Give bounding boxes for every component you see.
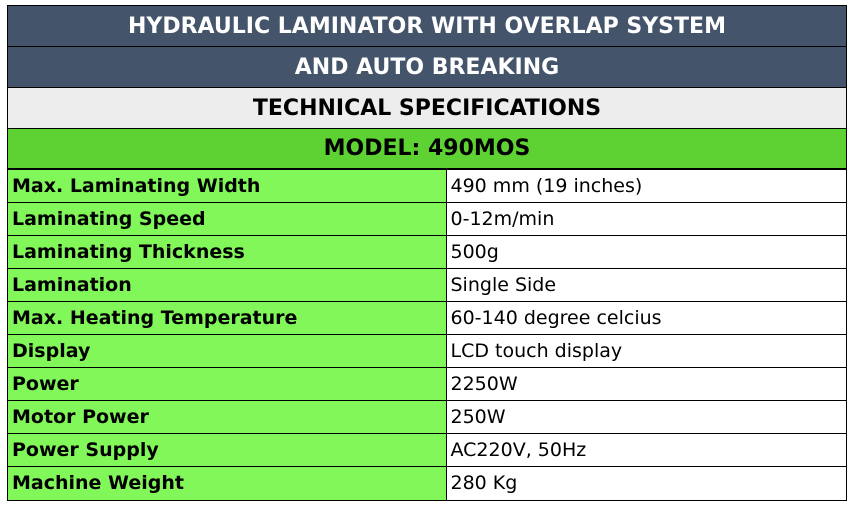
title-line: HYDRAULIC LAMINATOR WITH OVERLAP SYSTEM	[8, 6, 846, 47]
spec-label: Power Supply	[8, 433, 447, 467]
spec-value: Single Side	[445, 268, 846, 302]
spec-row: Power 2250W	[8, 367, 846, 401]
subtitle: TECHNICAL SPECIFICATIONS	[8, 88, 846, 129]
model: MODEL: 490MOS	[8, 129, 846, 169]
spec-row: Motor Power 250W	[8, 400, 846, 434]
spec-value: 2250W	[445, 367, 846, 401]
spec-label: Display	[8, 334, 447, 368]
spec-row: Max. Laminating Width 490 mm (19 inches)	[8, 169, 846, 203]
spec-table: Max. Laminating Width 490 mm (19 inches) L…	[8, 169, 846, 500]
spec-value: 250W	[445, 400, 846, 434]
spec-value: 0-12m/min	[445, 202, 846, 236]
spec-row: Lamination Single Side	[8, 268, 846, 302]
spec-row: Laminating Thickness 500g	[8, 235, 846, 269]
spec-label: Max. Heating Temperature	[8, 301, 447, 335]
spec-value: AC220V, 50Hz	[445, 433, 846, 467]
spec-label: Lamination	[8, 268, 447, 302]
spec-value: LCD touch display	[445, 334, 846, 368]
spec-label: Laminating Speed	[8, 202, 447, 236]
spec-row: Machine Weight 280 Kg	[8, 466, 846, 500]
spec-row: Display LCD touch display	[8, 334, 846, 368]
spec-value: 500g	[445, 235, 846, 269]
spec-row: Laminating Speed 0-12m/min	[8, 202, 846, 236]
spec-label: Power	[8, 367, 447, 401]
spec-value: 60-140 degree celcius	[445, 301, 846, 335]
spec-value: 280 Kg	[445, 466, 846, 500]
spec-label: Laminating Thickness	[8, 235, 447, 269]
spec-sheet: HYDRAULIC LAMINATOR WITH OVERLAP SYSTEM …	[7, 5, 847, 501]
spec-label: Motor Power	[8, 400, 447, 434]
spec-row: Power Supply AC220V, 50Hz	[8, 433, 846, 467]
spec-label: Max. Laminating Width	[8, 169, 447, 203]
spec-row: Max. Heating Temperature 60-140 degree ce…	[8, 301, 846, 335]
spec-label: Machine Weight	[8, 466, 447, 500]
spec-value: 490 mm (19 inches)	[445, 169, 846, 203]
title-line: AND AUTO BREAKING	[8, 47, 846, 88]
